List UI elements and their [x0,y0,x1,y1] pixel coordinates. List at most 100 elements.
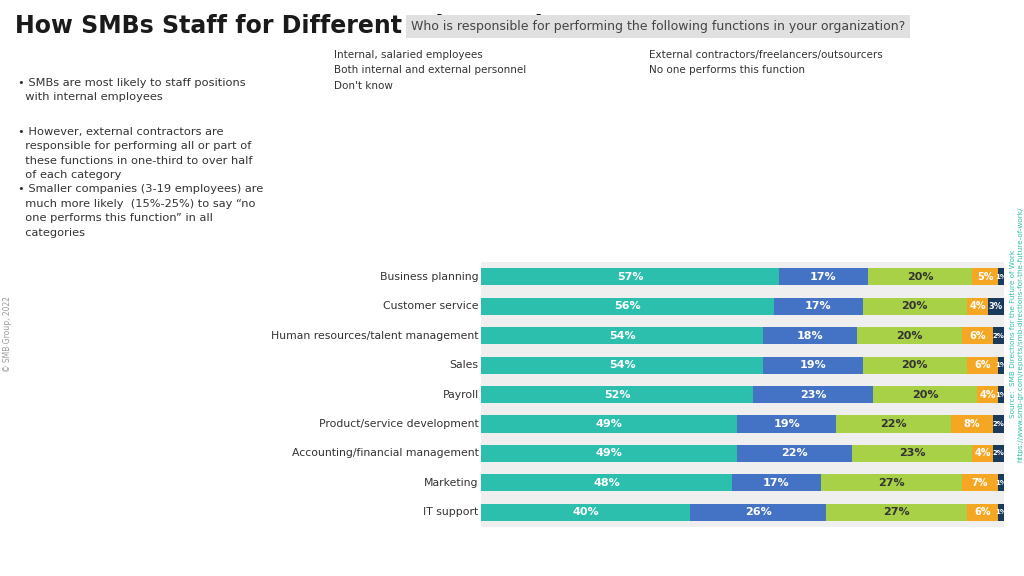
Bar [977,386,998,403]
Text: Who is responsible for performing the following functions in your organization?: Who is responsible for performing the fo… [411,20,905,33]
Bar [962,475,998,491]
Text: 1%: 1% [995,274,1007,280]
Text: 22%: 22% [881,419,907,429]
Text: Both internal and external personnel: Both internal and external personnel [334,65,526,75]
Bar [998,357,1004,374]
Text: Business planning: Business planning [380,272,478,282]
Text: 1%: 1% [995,509,1007,516]
Text: 49%: 49% [596,419,623,429]
Bar [481,445,737,462]
Bar [988,298,1004,314]
Text: Sales: Sales [450,360,478,370]
Text: 6%: 6% [969,331,986,340]
Text: 4%: 4% [975,449,991,458]
Bar [826,504,967,521]
Bar [763,327,857,344]
Text: 4%: 4% [980,389,996,400]
Bar [967,357,998,374]
Bar [998,268,1004,285]
Text: Payroll: Payroll [442,389,478,400]
Text: 19%: 19% [800,360,826,370]
Text: 23%: 23% [800,389,826,400]
Bar [962,327,993,344]
Text: 54%: 54% [609,360,636,370]
Text: 17%: 17% [810,272,837,282]
Bar [481,268,779,285]
Text: 17%: 17% [805,301,831,311]
Bar [867,268,972,285]
Text: 2%: 2% [992,450,1005,456]
Text: 20%: 20% [906,272,933,282]
Text: 20%: 20% [901,301,928,311]
Text: © SMB Group, 2022: © SMB Group, 2022 [3,296,11,372]
Text: 5%: 5% [977,272,993,282]
Text: Customer service: Customer service [383,301,478,311]
Text: SMBs with 3-2,500 employees: SMBs with 3-2,500 employees [768,550,936,560]
Text: Sample Size = 736: Sample Size = 736 [15,550,121,560]
Text: • However, external contractors are
  responsible for performing all or part of
: • However, external contractors are resp… [18,127,253,180]
Text: 7%: 7% [972,478,988,488]
Text: 26%: 26% [744,507,771,517]
Bar [821,475,962,491]
Text: 48%: 48% [593,478,620,488]
Text: 27%: 27% [878,478,904,488]
Text: 18%: 18% [797,331,823,340]
Bar [972,268,998,285]
Text: Internal, salaried employees: Internal, salaried employees [334,50,482,60]
Bar [481,357,763,374]
Text: 1%: 1% [995,480,1007,486]
Bar [737,445,852,462]
Text: 54%: 54% [609,331,636,340]
Text: No one performs this function: No one performs this function [649,65,805,75]
Bar [753,386,872,403]
Text: 20%: 20% [912,389,938,400]
Bar [481,327,763,344]
Bar [737,415,837,433]
Text: 11: 11 [998,550,1013,560]
Bar [951,415,993,433]
Bar [998,386,1004,403]
Bar [837,415,951,433]
Text: 1%: 1% [995,392,1007,397]
Bar [967,504,998,521]
Bar [732,475,821,491]
Bar [857,327,962,344]
Bar [972,445,993,462]
Text: 23%: 23% [899,449,926,458]
Bar [481,298,774,314]
Text: 57%: 57% [616,272,643,282]
Text: Human resources/talent management: Human resources/talent management [271,331,478,340]
Text: IT support: IT support [423,507,478,517]
Bar [998,504,1004,521]
Bar [779,268,867,285]
Bar [690,504,826,521]
Text: 17%: 17% [763,478,790,488]
Bar [481,475,732,491]
Text: 40%: 40% [572,507,599,517]
Text: 19%: 19% [773,419,800,429]
Bar [993,327,1004,344]
Bar [862,357,967,374]
Bar [967,298,988,314]
Text: Marketing: Marketing [424,478,478,488]
Bar [862,298,967,314]
Text: 20%: 20% [896,331,923,340]
Text: 6%: 6% [975,360,991,370]
Text: 6%: 6% [975,507,991,517]
Text: • SMBs are most likely to staff positions
  with internal employees: • SMBs are most likely to staff position… [18,78,246,102]
Text: 3%: 3% [988,302,1002,310]
Bar [481,386,753,403]
Bar [993,445,1004,462]
Text: 49%: 49% [596,449,623,458]
Text: 27%: 27% [883,507,909,517]
Text: 4%: 4% [969,301,986,311]
Text: How SMBs Staff for Different Job Functions: How SMBs Staff for Different Job Functio… [15,14,591,39]
Text: 20%: 20% [901,360,928,370]
Bar [998,475,1004,491]
Text: 56%: 56% [614,301,641,311]
Text: External contractors/freelancers/outsourcers: External contractors/freelancers/outsour… [649,50,883,60]
Bar [993,415,1004,433]
Text: Accounting/financial management: Accounting/financial management [292,449,478,458]
Bar [774,298,862,314]
Text: Don't know: Don't know [334,81,392,91]
